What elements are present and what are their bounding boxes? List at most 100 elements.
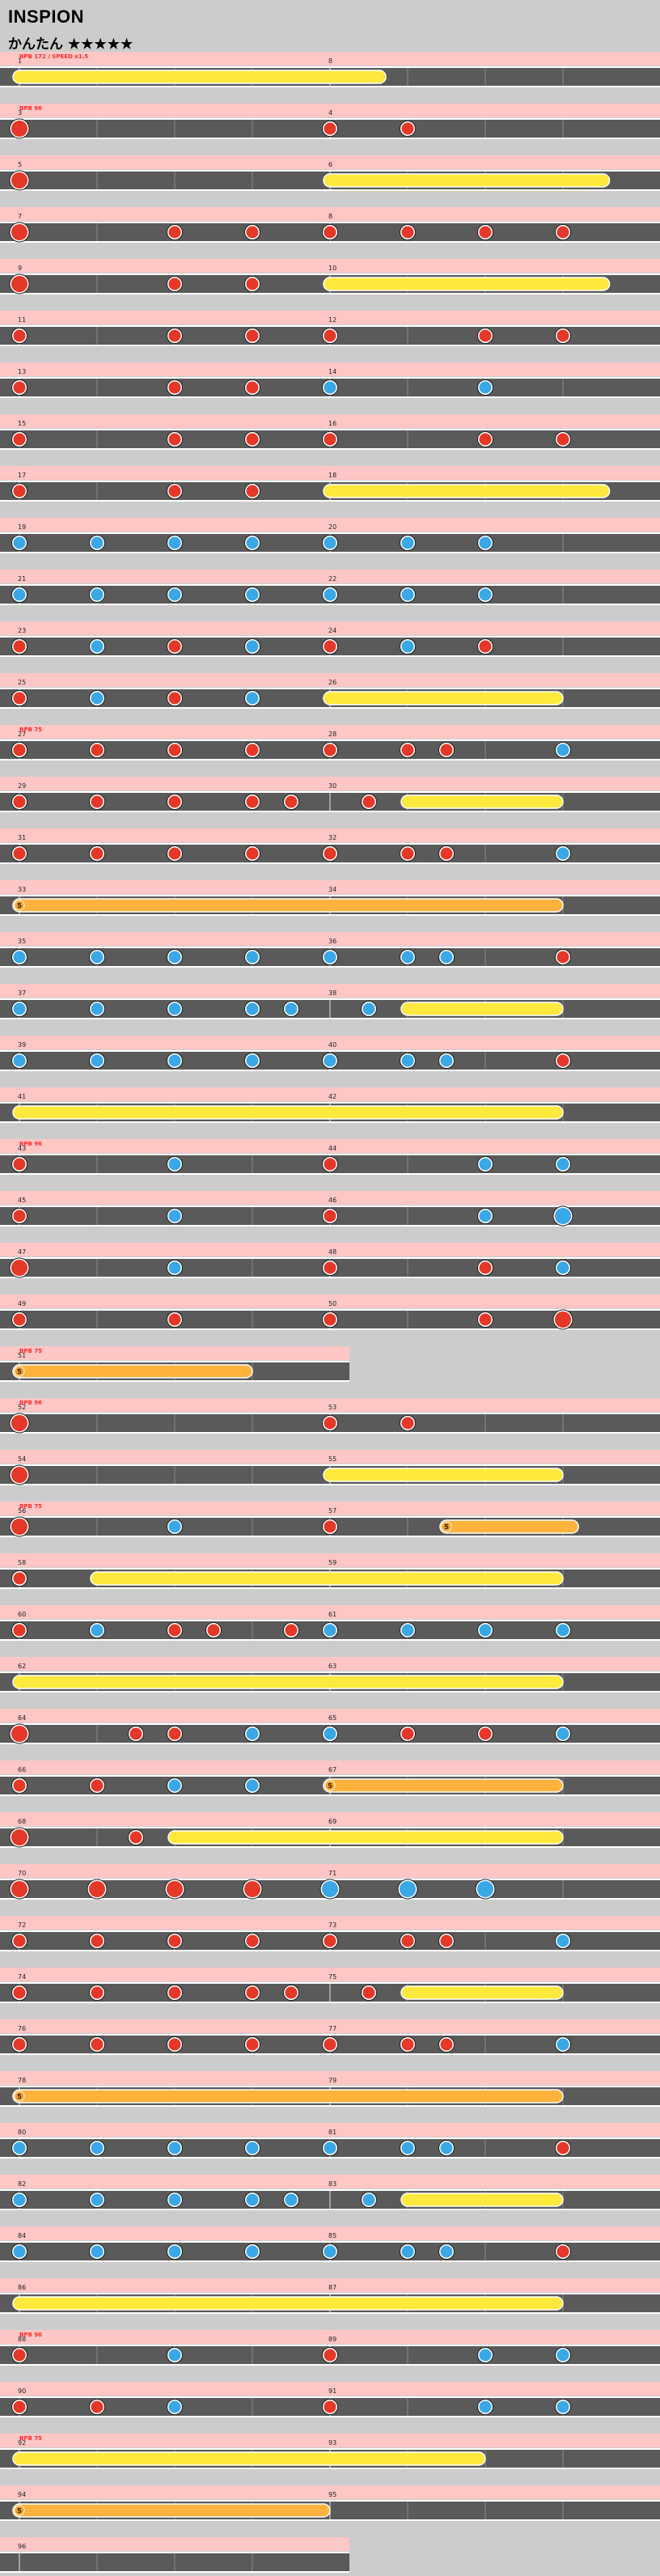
measure-number: 36 <box>328 938 336 945</box>
measure-number: 96 <box>18 2543 26 2550</box>
beat-line <box>96 275 98 293</box>
measure-number: 7 <box>18 213 22 220</box>
tempo-label: BPB 96 <box>19 105 42 112</box>
lane-edge-top <box>0 325 660 327</box>
don-note-face <box>168 485 181 498</box>
chart-row: 33 34 5 <box>0 880 660 916</box>
measure-number: 73 <box>328 1921 336 1929</box>
ka-note-face <box>168 2193 181 2206</box>
don-note-face <box>246 381 259 394</box>
chart-row: 19 20 <box>0 518 660 553</box>
lane-edge-bottom <box>0 2002 660 2003</box>
chart-row: 80 81 <box>0 2123 660 2159</box>
ka-note-face <box>401 2142 414 2154</box>
don-note-face <box>168 1727 181 1740</box>
beat-line <box>484 2243 486 2260</box>
measure-number: 30 <box>328 782 336 790</box>
measure-number: 34 <box>328 886 336 893</box>
measure-number: 71 <box>328 1870 336 1877</box>
beat-line <box>484 948 486 966</box>
row-header-band <box>0 1709 660 1722</box>
chart-row: 58 59 <box>0 1553 660 1589</box>
ka-note-face <box>401 951 414 964</box>
don-note-face <box>246 485 259 498</box>
row-header-band <box>0 1553 660 1567</box>
don-note-face <box>324 1934 336 1947</box>
beat-line <box>96 379 98 396</box>
measure-number: 86 <box>18 2284 26 2291</box>
don-note-face <box>13 2349 26 2362</box>
don-note-face <box>167 1881 183 1897</box>
don-note-face <box>11 1519 28 1535</box>
don-note-face <box>11 224 28 240</box>
beat-line <box>252 1207 253 1225</box>
don-note-face <box>401 1727 414 1740</box>
don-note-face <box>401 1417 414 1430</box>
lane-edge-top <box>0 2189 660 2191</box>
lane-edge-top <box>0 791 660 793</box>
measure-number: 69 <box>328 1818 336 1825</box>
measure-number: 28 <box>328 731 336 738</box>
chart-row: 76 77 <box>0 2019 660 2055</box>
ka-note-face <box>91 2142 104 2154</box>
measure-number: 46 <box>328 1197 336 1204</box>
don-note-face <box>91 847 104 860</box>
lane-edge-top <box>0 1982 660 1984</box>
lane-edge-top <box>0 481 660 482</box>
don-note-face <box>13 1986 26 1999</box>
chart-row: 1 8 BPB 172 / SPEED x1.5 <box>0 52 660 87</box>
beat-line <box>96 1725 98 1743</box>
drumroll-bar <box>400 1002 564 1016</box>
chart-row: 35 36 <box>0 932 660 968</box>
don-note-face <box>401 1934 414 1947</box>
don-note-face <box>13 2400 26 2413</box>
don-note-face <box>324 2038 336 2051</box>
drumroll-bar <box>400 794 564 809</box>
tempo-label: BPB 75 <box>19 1348 42 1354</box>
beat-line <box>96 120 98 138</box>
measure-number: 62 <box>18 1663 26 1670</box>
measure-number: 75 <box>328 1973 336 1981</box>
chart-row: 70 71 <box>0 1864 660 1900</box>
beat-line <box>96 1518 98 1536</box>
beat-line <box>252 1621 253 1639</box>
drumroll-bar <box>12 2296 564 2311</box>
row-header-band <box>0 1294 660 1308</box>
lane-edge-bottom <box>0 1484 660 1485</box>
lane-edge-bottom <box>0 2209 660 2210</box>
ka-note-face <box>91 536 104 549</box>
row-header-band <box>0 414 660 428</box>
measure-number: 80 <box>18 2129 26 2136</box>
balloon-head <box>14 1366 25 1377</box>
chart-row: 74 75 <box>0 1968 660 2003</box>
lane-edge-top <box>0 843 660 845</box>
don-note-face <box>168 2038 181 2051</box>
drumroll-bar <box>323 1468 564 1482</box>
ka-note-face <box>246 2245 259 2258</box>
ka-note-face <box>479 1158 492 1171</box>
ka-note-face <box>401 536 414 549</box>
balloon-count: 5 <box>17 2093 22 2100</box>
measure-number: 37 <box>18 989 26 997</box>
measure-number: 8 <box>328 213 332 220</box>
don-note-face <box>324 433 336 446</box>
tempo-label: BPB 75 <box>19 2435 42 2442</box>
don-note-face <box>556 1054 569 1067</box>
lane-edge-bottom <box>0 1587 660 1589</box>
tempo-label: BPB 96 <box>19 2332 42 2338</box>
measure-number: 82 <box>18 2180 26 2188</box>
don-note-face <box>246 1934 259 1947</box>
beat-line <box>174 1466 176 1484</box>
lane-edge-bottom <box>0 2364 660 2366</box>
beat-line <box>96 430 98 448</box>
row-header-band <box>0 1191 660 1205</box>
measure-number: 89 <box>328 2336 336 2343</box>
beat-line <box>96 1259 98 1277</box>
lane-edge-bottom <box>0 448 660 450</box>
don-note-face <box>13 795 26 808</box>
beat-line <box>484 2139 486 2157</box>
beat-line <box>252 2346 253 2364</box>
beat-line <box>252 1259 253 1277</box>
ka-note-face <box>556 2400 569 2413</box>
